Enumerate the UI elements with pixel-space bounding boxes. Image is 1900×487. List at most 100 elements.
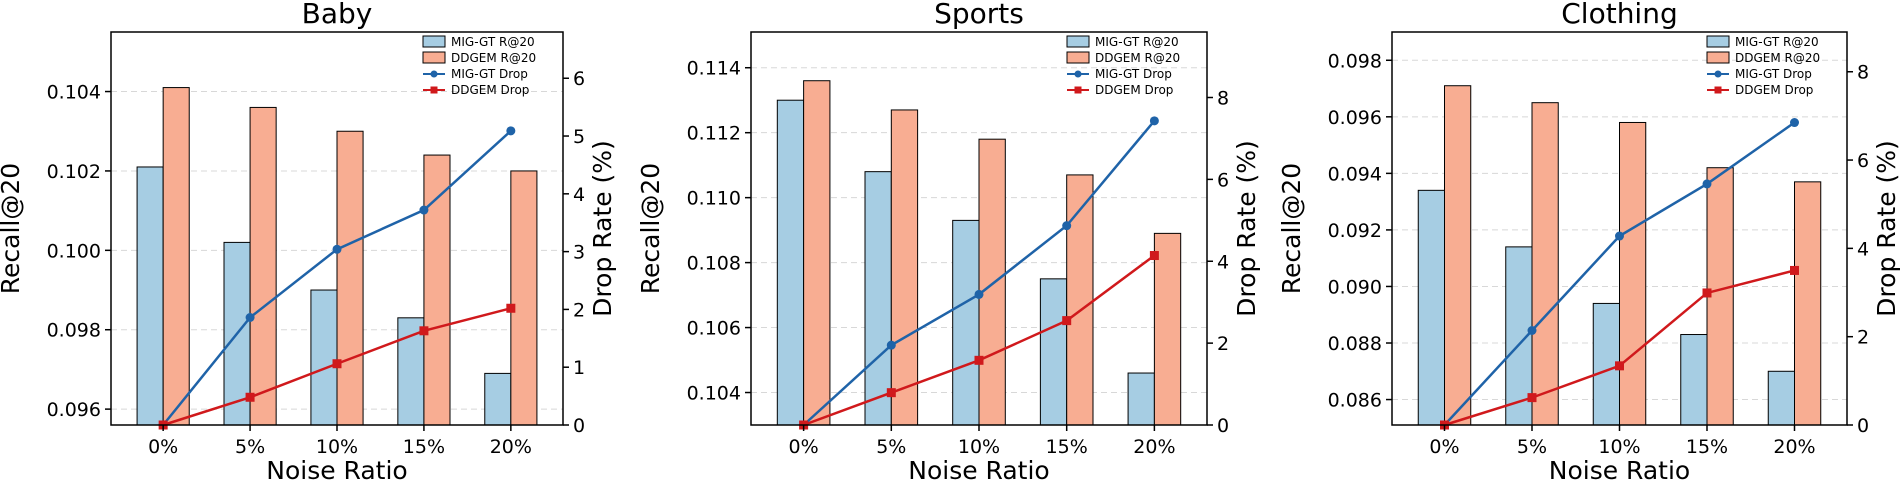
- bar-ddgem-r-20-1: [1531, 102, 1559, 426]
- legend-swatch-bar: [1066, 35, 1090, 48]
- y2-tick-label: 3: [573, 242, 585, 264]
- x-tick-label: 20%: [1133, 436, 1175, 458]
- bar-ddgem-r-20-0: [1444, 85, 1472, 426]
- legend-label: MIG-GT R@20: [1095, 35, 1179, 49]
- bar-mig-gt-r-20-4: [1767, 370, 1795, 426]
- y-tick-label: 0.098: [1328, 50, 1382, 72]
- point-mig-gt-drop-1: [245, 313, 255, 323]
- y-tick-label: 0.104: [47, 82, 101, 104]
- y2-tick-label: 4: [1857, 238, 1869, 260]
- bar-ddgem-r-20-4: [1153, 232, 1182, 426]
- y2-tick-label: 0: [573, 415, 585, 437]
- bar-ddgem-r-20-2: [978, 138, 1006, 426]
- y-tick-label: 0.086: [1328, 390, 1382, 412]
- chart-title: Baby: [302, 0, 373, 30]
- bar-mig-gt-r-20-0: [136, 166, 164, 426]
- y-tick-label: 0.096: [47, 399, 101, 421]
- point-ddgem-drop-3: [1062, 316, 1072, 326]
- point-ddgem-drop-4: [506, 303, 516, 313]
- y-tick-label: 0.110: [687, 188, 741, 210]
- legend: MIG-GT R@20 DDGEM R@20 MIG-GT Drop DDGEM Dr…: [1066, 35, 1180, 97]
- chart-panel-baby: 0.096 0.098 0.100 0.102 0.104 0 1 2 3 4 5 6 0% 5% 10% 1…: [0, 0, 617, 485]
- point-mig-gt-drop-4: [1149, 116, 1159, 126]
- y2-axis-label: Drop Rate (%): [1232, 140, 1261, 317]
- point-ddgem-drop-2: [1615, 361, 1624, 371]
- point-ddgem-drop-2: [332, 359, 342, 369]
- legend-label: MIG-GT R@20: [1735, 35, 1819, 49]
- y-tick-label: 0.094: [1328, 163, 1382, 185]
- bar-ddgem-r-20-3: [1066, 174, 1094, 426]
- legend-marker-square: [1714, 86, 1722, 94]
- point-ddgem-drop-1: [245, 392, 255, 402]
- y-tick-label: 0.096: [1328, 107, 1382, 129]
- point-ddgem-drop-2: [974, 355, 984, 365]
- bar-ddgem-r-20-4: [510, 170, 538, 426]
- point-mig-gt-drop-3: [1702, 179, 1712, 189]
- x-axis-label: Noise Ratio: [1549, 456, 1690, 485]
- y-tick-label: 0.112: [687, 123, 741, 145]
- y2-tick-label: 8: [1857, 62, 1869, 84]
- x-axis-label: Noise Ratio: [266, 456, 407, 485]
- legend-label: MIG-GT Drop: [1095, 67, 1172, 81]
- legend-marker-circle: [430, 70, 438, 78]
- y2-tick-label: 2: [1857, 327, 1869, 349]
- point-mig-gt-drop-2: [1615, 231, 1624, 241]
- y2-axis-label: Drop Rate (%): [588, 140, 617, 317]
- point-mig-gt-drop-1: [886, 340, 896, 350]
- bar-mig-gt-r-20-4: [484, 372, 512, 426]
- x-tick-label: 15%: [403, 436, 445, 458]
- legend-marker-square: [430, 86, 438, 94]
- bar-ddgem-r-20-4: [1794, 181, 1822, 426]
- legend-label: DDGEM R@20: [451, 51, 536, 65]
- bar-mig-gt-r-20-0: [776, 99, 805, 426]
- legend-label: DDGEM R@20: [1095, 51, 1180, 65]
- x-tick-label: 0%: [1429, 436, 1459, 458]
- y-tick-label: 0.100: [47, 240, 101, 262]
- y-tick-label: 0.088: [1328, 333, 1382, 355]
- x-tick-label: 10%: [316, 436, 358, 458]
- legend-swatch-bar: [422, 35, 446, 48]
- bar-ddgem-r-20-3: [423, 154, 451, 426]
- legend-label: DDGEM Drop: [451, 83, 529, 97]
- legend-label: DDGEM Drop: [1095, 83, 1173, 97]
- x-tick-label: 5%: [235, 436, 265, 458]
- bar-ddgem-r-20-2: [336, 130, 364, 426]
- y2-tick-label: 6: [1857, 150, 1869, 172]
- bar-mig-gt-r-20-2: [310, 289, 338, 426]
- y2-tick-label: 4: [1217, 251, 1229, 273]
- legend-swatch-bar: [422, 51, 446, 64]
- bar-mig-gt-r-20-4: [1127, 372, 1155, 426]
- x-tick-label: 10%: [958, 436, 1000, 458]
- bar-ddgem-r-20-0: [162, 87, 190, 426]
- legend-label: DDGEM Drop: [1735, 83, 1813, 97]
- x-tick-label: 15%: [1686, 436, 1728, 458]
- y2-tick-label: 0: [1857, 415, 1869, 437]
- legend-marker-square: [1074, 86, 1082, 94]
- point-mig-gt-drop-2: [332, 244, 342, 254]
- bar-ddgem-r-20-2: [1619, 121, 1647, 426]
- y-tick-label: 0.114: [687, 58, 741, 80]
- y2-tick-label: 6: [1217, 169, 1229, 191]
- y2-tick-label: 0: [1217, 415, 1229, 437]
- y-tick-label: 0.098: [47, 320, 101, 342]
- y-tick-label: 0.104: [687, 383, 741, 405]
- x-axis-label: Noise Ratio: [908, 456, 1049, 485]
- point-ddgem-drop-4: [1149, 251, 1159, 261]
- bar-ddgem-r-20-1: [249, 106, 277, 426]
- legend: MIG-GT R@20 DDGEM R@20 MIG-GT Drop DDGEM Dr…: [1706, 35, 1820, 97]
- bar-ddgem-r-20-1: [890, 109, 919, 426]
- y-tick-label: 0.106: [687, 318, 741, 340]
- x-tick-label: 10%: [1598, 436, 1640, 458]
- y2-tick-label: 8: [1217, 88, 1229, 110]
- y-axis-label: Recall@20: [636, 163, 665, 294]
- point-mig-gt-drop-4: [506, 126, 516, 136]
- point-ddgem-drop-4: [1790, 265, 1799, 275]
- y-tick-label: 0.108: [687, 253, 741, 275]
- y2-tick-label: 5: [573, 126, 585, 148]
- point-ddgem-drop-3: [1702, 288, 1712, 298]
- x-tick-label: 0%: [148, 436, 178, 458]
- legend: MIG-GT R@20 DDGEM R@20 MIG-GT Drop DDGEM Dr…: [422, 35, 536, 97]
- legend-label: MIG-GT Drop: [451, 67, 528, 81]
- bar-mig-gt-r-20-0: [1417, 189, 1445, 426]
- bar-mig-gt-r-20-1: [864, 171, 892, 426]
